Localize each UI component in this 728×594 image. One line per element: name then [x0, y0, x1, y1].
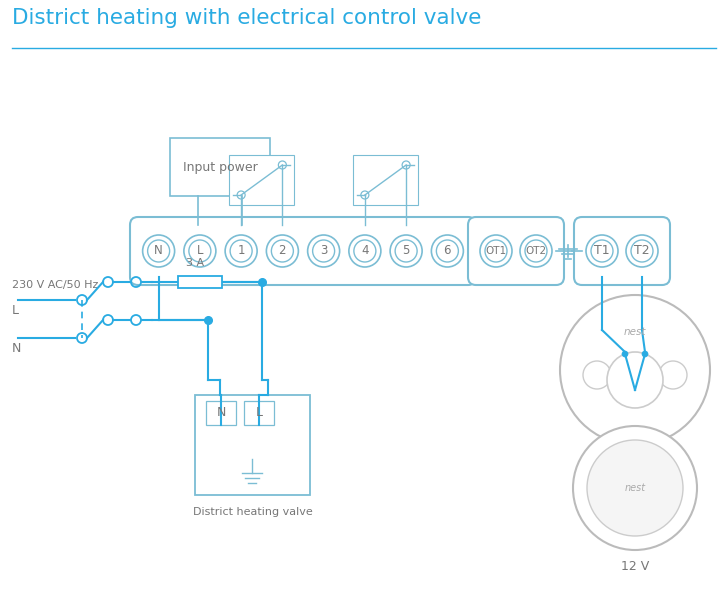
Circle shape	[587, 440, 683, 536]
Circle shape	[266, 235, 298, 267]
Text: nest: nest	[624, 327, 646, 337]
Circle shape	[184, 235, 216, 267]
FancyBboxPatch shape	[574, 217, 670, 285]
Text: 3 A: 3 A	[186, 258, 204, 268]
Text: Input power: Input power	[183, 160, 258, 173]
Text: 3: 3	[320, 245, 328, 258]
Text: T1: T1	[594, 245, 610, 258]
Circle shape	[642, 351, 648, 357]
Circle shape	[432, 235, 464, 267]
Circle shape	[225, 235, 257, 267]
Circle shape	[349, 235, 381, 267]
Text: L: L	[12, 304, 19, 317]
Circle shape	[390, 235, 422, 267]
Text: District heating with electrical control valve: District heating with electrical control…	[12, 8, 481, 28]
Text: 2: 2	[279, 245, 286, 258]
Text: 5: 5	[403, 245, 410, 258]
FancyBboxPatch shape	[130, 217, 476, 285]
Text: 12 V: 12 V	[621, 560, 649, 573]
Circle shape	[583, 361, 611, 389]
Text: 1: 1	[237, 245, 245, 258]
Circle shape	[560, 295, 710, 445]
Text: N: N	[154, 245, 163, 258]
Text: L: L	[256, 406, 263, 419]
Text: L: L	[197, 245, 203, 258]
Text: N: N	[216, 406, 226, 419]
Circle shape	[607, 352, 663, 408]
Text: 230 V AC/50 Hz: 230 V AC/50 Hz	[12, 280, 98, 290]
Text: 4: 4	[361, 245, 368, 258]
Text: 6: 6	[443, 245, 451, 258]
Text: OT1: OT1	[486, 246, 507, 256]
Circle shape	[573, 426, 697, 550]
Circle shape	[659, 361, 687, 389]
FancyBboxPatch shape	[170, 138, 270, 196]
Circle shape	[622, 351, 628, 357]
Circle shape	[626, 235, 658, 267]
FancyBboxPatch shape	[206, 401, 236, 425]
Circle shape	[308, 235, 340, 267]
FancyBboxPatch shape	[353, 155, 418, 205]
Text: T2: T2	[634, 245, 650, 258]
FancyBboxPatch shape	[195, 395, 310, 495]
FancyBboxPatch shape	[244, 401, 274, 425]
FancyBboxPatch shape	[229, 155, 294, 205]
Text: N: N	[12, 342, 21, 355]
Circle shape	[520, 235, 552, 267]
FancyBboxPatch shape	[178, 276, 222, 288]
FancyBboxPatch shape	[468, 217, 564, 285]
Text: OT2: OT2	[526, 246, 547, 256]
Circle shape	[586, 235, 618, 267]
Circle shape	[480, 235, 512, 267]
Text: nest: nest	[625, 483, 646, 493]
Text: District heating valve: District heating valve	[193, 507, 312, 517]
Circle shape	[143, 235, 175, 267]
